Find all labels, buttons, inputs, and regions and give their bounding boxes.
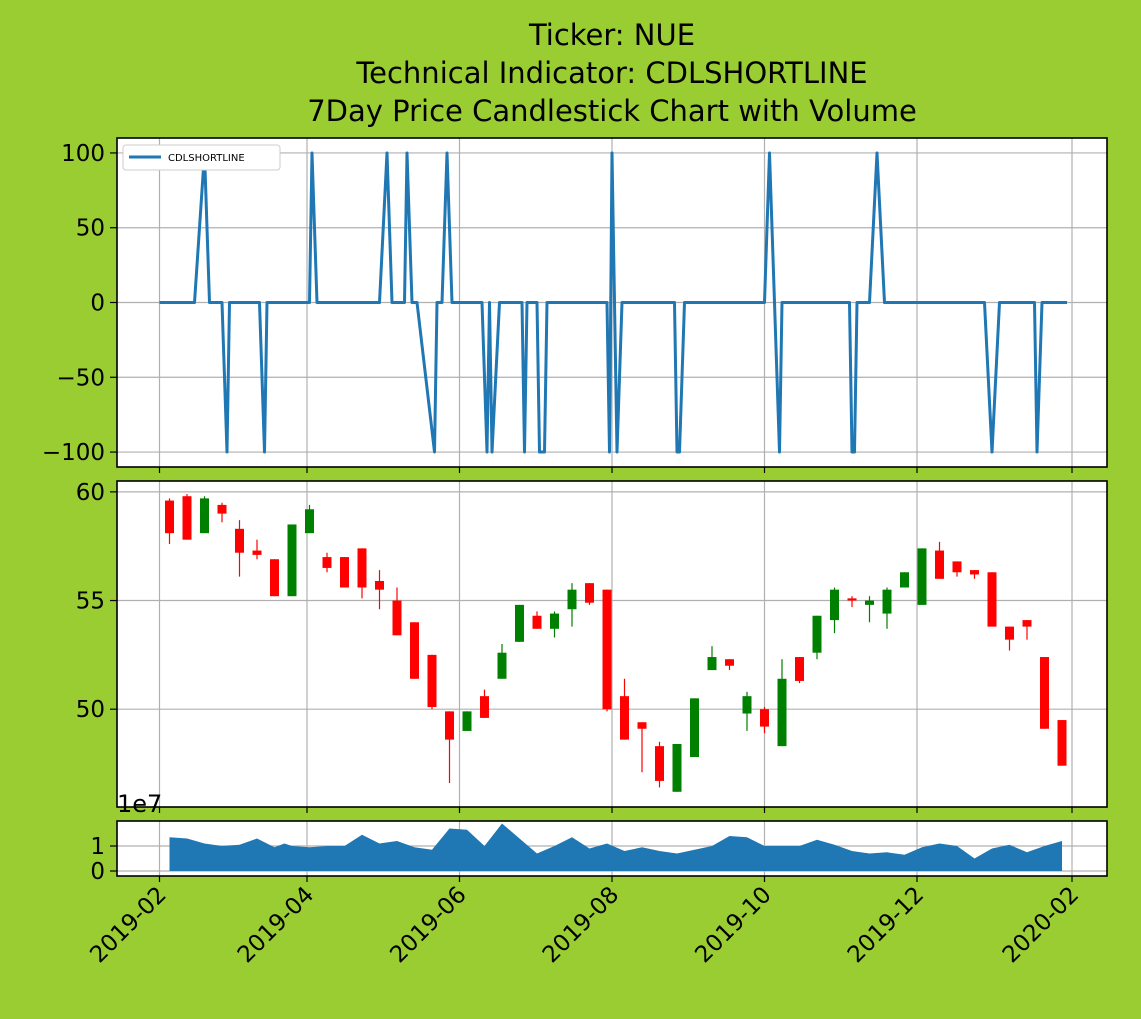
candle-body-40 [865, 600, 874, 605]
chart-title-line-2: Technical Indicator: CDLSHORTLINE [355, 56, 867, 90]
candle-body-42 [900, 572, 909, 588]
candle-body-15 [427, 654, 437, 708]
candle-body-48 [1005, 626, 1014, 640]
candle-body-9 [322, 557, 332, 568]
candle-body-7 [287, 524, 297, 597]
candle-body-39 [847, 598, 857, 601]
indicator-ytick-label-0: 100 [61, 141, 105, 167]
candle-body-25 [602, 589, 612, 710]
candle-body-38 [830, 589, 839, 621]
legend-box [122, 144, 281, 171]
indicator-series-line [159, 151, 1067, 454]
candle-body-41 [882, 589, 892, 614]
candle-body-30 [690, 698, 699, 758]
candle-body-10 [340, 557, 349, 588]
candle-body-16 [445, 711, 454, 740]
candle-body-45 [952, 561, 962, 573]
price-ytick-label-0: 50 [76, 697, 105, 723]
indicator-ytick-label-3: −50 [56, 365, 105, 391]
price-frame [116, 480, 1108, 808]
candle-body-23 [567, 589, 577, 610]
candle-body-34 [760, 709, 769, 727]
candle-body-17 [462, 711, 472, 731]
candle-body-37 [812, 615, 822, 653]
candle-body-33 [742, 696, 752, 714]
candle-body-5 [252, 550, 262, 555]
volume-area [169, 823, 1062, 871]
candle-body-32 [725, 659, 734, 666]
chart-title-line-3: 7Day Price Candlestick Chart with Volume [307, 94, 917, 128]
candle-body-22 [550, 613, 559, 629]
volume-offset-label: 1e7 [117, 790, 162, 818]
candle-body-50 [1040, 657, 1049, 729]
candle-body-8 [305, 509, 314, 534]
candle-body-13 [392, 600, 402, 636]
candle-body-11 [357, 548, 367, 588]
candle-body-19 [497, 652, 507, 679]
volume-ytick-label-0: 0 [90, 859, 105, 885]
candle-body-44 [935, 550, 944, 579]
legend: CDLSHORTLINE [122, 144, 281, 171]
candle-body-46 [970, 570, 979, 575]
candle-body-26 [620, 696, 629, 740]
candle-body-18 [480, 696, 489, 718]
legend-label: CDLSHORTLINE [168, 153, 245, 164]
indicator-ytick-label-2: 0 [90, 291, 105, 317]
indicator-ytick-label-1: 50 [76, 216, 105, 242]
candle-body-21 [532, 615, 542, 629]
indicator-panel: 100 50 0 −50 −100 [42, 137, 1108, 473]
volume-frame [116, 820, 1108, 877]
candle-body-47 [987, 572, 997, 627]
candle-body-0 [165, 500, 174, 534]
candle-body-49 [1022, 620, 1032, 627]
candle-body-35 [777, 678, 787, 747]
candle-body-36 [795, 657, 804, 681]
price-ytick-label-2: 60 [76, 480, 105, 506]
chart-title-line-1: Ticker: NUE [528, 18, 695, 52]
indicator-frame [116, 137, 1108, 468]
candle-body-20 [515, 604, 524, 642]
candle-body-6 [270, 559, 279, 597]
candle-body-2 [200, 498, 209, 534]
candle-body-27 [637, 722, 647, 729]
candle-body-12 [375, 580, 384, 590]
candle-body-43 [917, 548, 927, 605]
volume-ytick-label-1: 1 [90, 834, 105, 860]
candle-body-4 [235, 528, 244, 553]
price-ytick-label-1: 55 [76, 589, 105, 615]
candle-body-24 [585, 583, 594, 603]
volume-panel: 01 [90, 820, 1108, 885]
candle-body-31 [707, 657, 717, 671]
candle-body-28 [655, 746, 664, 781]
indicator-ytick-label-4: −100 [42, 440, 105, 466]
candle-body-14 [410, 622, 419, 679]
candle-body-29 [672, 743, 682, 792]
candle-body-1 [182, 496, 192, 540]
price-panel: 50 55 60 [76, 480, 1108, 813]
candle-body-51 [1057, 720, 1067, 766]
candle-body-3 [217, 504, 227, 514]
